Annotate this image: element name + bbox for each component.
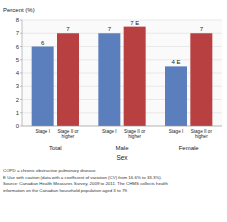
chart: 0 1 2 3 4 5 6 7 8 6 7 4 E 7 7 E 7 Percent (%) Stage I Sta… [0,0,227,222]
data-label: 7 [108,26,112,32]
x-tick-label: Female [179,145,200,151]
bar-sub-label-line: higher [128,134,141,139]
footnote: E Use with caution (data with a coeffici… [3,175,162,180]
y-tick-label: 2 [16,97,20,103]
y-tick-label: 1 [16,110,20,116]
x-axis-label: Sex [116,154,128,161]
y-tick-label: 6 [16,44,20,50]
bar-sub-label: Stage II orhigher [191,129,213,139]
y-axis-line [22,20,23,126]
data-label: 4 E [171,59,180,65]
data-label: 7 E [130,20,139,26]
grid-line [22,20,222,21]
data-label: 7 [200,26,204,32]
data-label: 6 [41,40,45,46]
bar-sub-label-line: higher [62,134,75,139]
footnote: COPD = chronic obstructive pulmonary dis… [3,168,97,173]
x-tick-label: Total [49,145,62,151]
bar-sub-label-line: Stage I [102,129,117,134]
bar-sub-label-line: Stage I [169,129,184,134]
y-tick-label: 8 [16,17,20,23]
x-tick-label: Male [115,145,129,151]
bar-sub-label-line: Stage I [35,129,50,134]
y-grid [20,20,222,126]
x-axis-line [22,126,222,127]
bar [124,27,146,126]
footnote: information on the Canadian household po… [3,188,128,193]
bar [165,66,187,126]
data-label: 7 [66,26,70,32]
y-axis-label: Percent (%) [3,7,35,13]
bar [98,33,120,126]
bars [32,27,213,126]
bar-sub-label: Stage II orhigher [124,129,146,139]
bar-sub-label-line: higher [195,134,208,139]
y-tick-label: 4 [16,70,20,76]
bar [57,33,79,126]
bar [32,47,54,127]
bar-sub-label: Stage I [35,129,50,134]
bar-sub-label: Stage I [169,129,184,134]
y-tick-label: 0 [16,123,20,129]
y-tick-label: 7 [16,30,20,36]
bar-sub-label: Stage II orhigher [57,129,79,139]
plot-area [22,20,222,126]
footnote: Source: Canadian Health Measures Survey,… [3,181,169,186]
y-tick-label: 3 [16,83,20,89]
bar-sub-label: Stage I [102,129,117,134]
y-tick-label: 5 [16,57,20,63]
bar [190,33,212,126]
